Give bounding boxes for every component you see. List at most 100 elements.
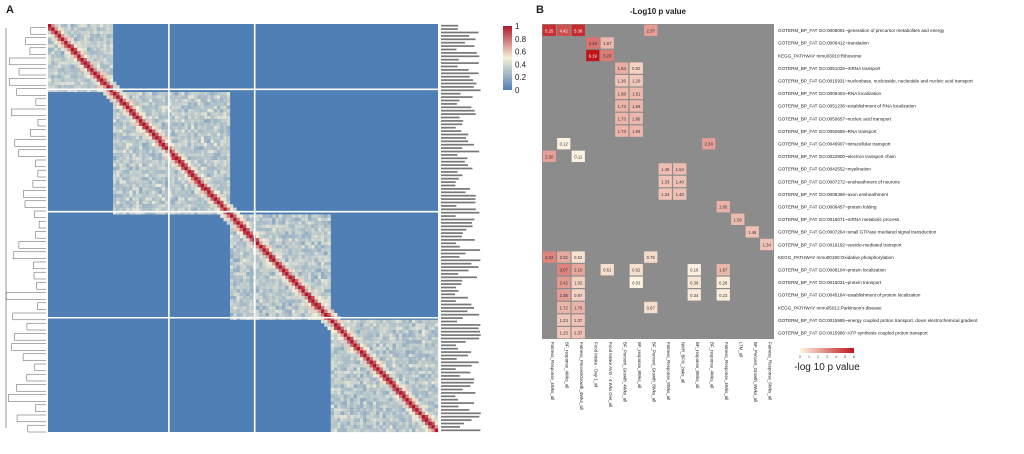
heatmap-cell (135, 211, 140, 215)
heatmap-cell (249, 265, 253, 269)
heatmap-cell (428, 401, 432, 405)
heatmap-cell (129, 170, 133, 174)
heatmap-cell (256, 299, 260, 303)
heatmap-cell (282, 302, 286, 307)
heatmap-cell (168, 177, 172, 181)
heatmap-cell (418, 357, 422, 361)
heatmap-cell (207, 153, 211, 157)
row-label-mark (441, 79, 474, 81)
heatmap-cell (243, 275, 247, 280)
heatmap-cell (116, 119, 120, 123)
heatmap-cell (324, 251, 328, 256)
heatmap-cell (272, 306, 276, 310)
heatmap-cell (311, 224, 315, 229)
dendrogram-branch (37, 118, 46, 127)
heatmap-cell (191, 109, 195, 113)
heatmap-cell (96, 71, 101, 76)
heatmap-cell (425, 364, 429, 368)
grid-cells: 5.25 4.42 5.38 2.373.48 1.676.19 3.231.94 0.92… (542, 24, 774, 339)
heatmap-cell (132, 200, 136, 205)
data-label: 5.25 (545, 28, 554, 33)
heatmap-cell (382, 333, 387, 337)
heatmap-cell (291, 275, 296, 280)
heatmap-cell (366, 340, 370, 344)
data-label: 0.52 (574, 255, 583, 260)
heatmap-cell (158, 160, 162, 164)
heatmap-cell (109, 64, 114, 69)
heatmap-cell (74, 34, 78, 38)
heatmap-cell (67, 41, 71, 45)
heatmap-cell (129, 149, 133, 154)
heatmap-cell (382, 384, 387, 388)
heatmap-cell (100, 78, 104, 82)
heatmap-cell (311, 282, 315, 286)
row-label-mark (441, 184, 456, 187)
heatmap-cell (327, 289, 331, 293)
heatmap-cell (230, 306, 234, 310)
row-label-mark (441, 388, 463, 391)
heatmap-cell (314, 228, 318, 232)
heatmap-cell (200, 166, 205, 171)
heatmap-cell (278, 234, 283, 239)
heatmap-cell (171, 129, 175, 133)
heatmap-cell (230, 204, 234, 208)
heatmap-cell (278, 258, 283, 263)
heatmap-cell (139, 126, 143, 130)
heatmap-cell (142, 136, 146, 140)
row-label-mark (441, 198, 476, 200)
heatmap-cell (54, 47, 58, 52)
heatmap-cell (93, 37, 97, 42)
heatmap-cell (330, 319, 335, 324)
heatmap-cell (399, 398, 403, 402)
heatmap-cell (415, 340, 419, 344)
heatmap-cell (330, 347, 335, 351)
heatmap-cell (187, 112, 192, 116)
heatmap-cell (239, 262, 244, 266)
heatmap-cell (155, 105, 159, 110)
heatmap-cell (412, 418, 416, 422)
heatmap-cell (421, 404, 426, 409)
data-cell (716, 201, 730, 213)
heatmap-cell (210, 204, 214, 208)
heatmap-cell (272, 228, 276, 232)
heatmap-cell (87, 68, 91, 72)
heatmap-cell (412, 364, 416, 368)
heatmap-cell (155, 190, 159, 195)
heatmap-cell (213, 166, 218, 171)
heatmap-cell (317, 217, 322, 222)
heatmap-cell (119, 95, 123, 99)
heatmap-cell (431, 408, 435, 412)
heatmap-cell (272, 268, 276, 273)
heatmap-cell (51, 58, 55, 62)
heatmap-cell (54, 51, 58, 55)
heatmap-cell (291, 234, 296, 239)
heatmap-cell (291, 306, 296, 310)
colorbar-tick-label: 0 (515, 86, 520, 95)
heatmap-cell (191, 173, 195, 178)
heatmap-cell (48, 34, 52, 38)
row-label: GOTERM_BP_FAT GO:0016071~mRNA metabolic … (778, 217, 900, 222)
heatmap-cell (350, 326, 354, 331)
heatmap-cell (386, 404, 390, 409)
row-label-mark (441, 375, 460, 377)
heatmap-cell (282, 265, 286, 269)
heatmap-cell (220, 95, 224, 99)
heatmap-cell (233, 265, 237, 269)
heatmap-cell (204, 122, 208, 127)
heatmap-cell (158, 119, 162, 123)
heatmap-cell (282, 285, 286, 290)
heatmap-cell (67, 61, 71, 65)
heatmap-cell (129, 146, 133, 150)
heatmap-cell (178, 119, 182, 123)
heatmap-cell (113, 149, 117, 154)
heatmap-cell (67, 78, 71, 82)
heatmap-cell (298, 245, 302, 249)
dendrogram-branch (34, 363, 46, 372)
heatmap-cell (298, 313, 302, 317)
heatmap-cell (340, 408, 344, 412)
colorbar-tick-label: 0.2 (515, 73, 527, 82)
heatmap-cell (109, 27, 114, 31)
heatmap-cell (291, 231, 296, 235)
heatmap-cell (197, 187, 201, 191)
heatmap-cell (194, 139, 198, 144)
